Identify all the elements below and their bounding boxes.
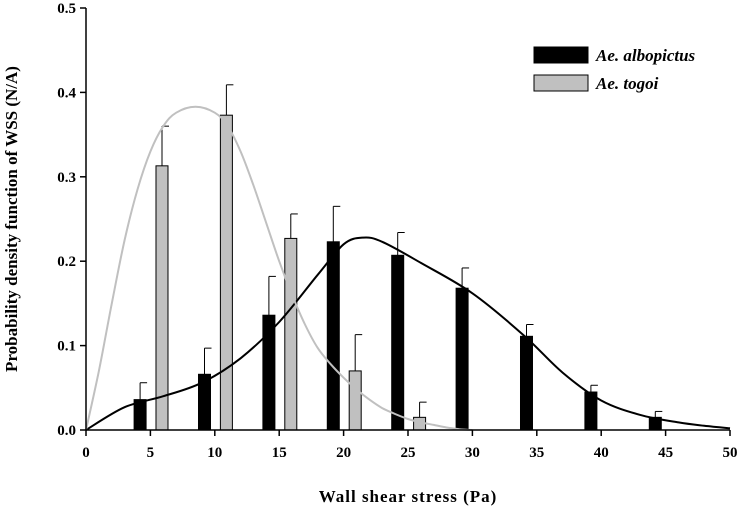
x-tick-label: 10 bbox=[207, 445, 222, 461]
y-tick-label: 0.1 bbox=[57, 339, 76, 355]
y-axis-title: Probability density function of WSS (N/A… bbox=[2, 66, 21, 372]
bar-albopictus bbox=[326, 241, 340, 431]
x-tick-label: 20 bbox=[336, 445, 351, 461]
bar-albopictus bbox=[391, 254, 405, 431]
legend: Ae. albopictus Ae. togoi bbox=[533, 46, 696, 93]
bar-togoi bbox=[219, 114, 233, 431]
bar-albopictus bbox=[455, 287, 469, 431]
bar-togoi bbox=[155, 165, 169, 431]
plot-area bbox=[85, 84, 731, 431]
x-tick-label: 15 bbox=[272, 445, 287, 461]
legend-swatch-albopictus bbox=[533, 46, 589, 64]
density-curve-togoi bbox=[85, 105, 473, 431]
x-tick-label: 50 bbox=[723, 445, 738, 461]
x-tick-label: 5 bbox=[147, 445, 155, 461]
x-tick-label: 30 bbox=[465, 445, 480, 461]
y-tick-label: 0.3 bbox=[57, 170, 76, 186]
y-tick-label: 0.0 bbox=[57, 423, 76, 439]
legend-label-togoi: Ae. togoi bbox=[595, 74, 659, 93]
y-tick-label: 0.2 bbox=[57, 254, 76, 270]
x-tick-label: 40 bbox=[594, 445, 609, 461]
x-tick-label: 45 bbox=[658, 445, 673, 461]
legend-swatch-togoi bbox=[533, 74, 589, 92]
bar-togoi bbox=[348, 370, 362, 431]
x-tick-label: 35 bbox=[529, 445, 544, 461]
density-curve-albopictus bbox=[85, 236, 731, 431]
x-tick-label: 25 bbox=[401, 445, 416, 461]
y-tick-label: 0.5 bbox=[57, 1, 76, 17]
bar-albopictus bbox=[519, 335, 533, 431]
axes: 0 5 10 15 20 25 30 35 40 45 50 0.0 0.1 0.2 0.3 0.4 0.5 bbox=[57, 1, 737, 461]
legend-label-albopictus: Ae. albopictus bbox=[595, 46, 696, 65]
bar-togoi bbox=[284, 237, 298, 431]
x-tick-label: 0 bbox=[82, 445, 90, 461]
x-axis-title: Wall shear stress (Pa) bbox=[319, 487, 498, 506]
y-tick-label: 0.4 bbox=[57, 85, 76, 101]
